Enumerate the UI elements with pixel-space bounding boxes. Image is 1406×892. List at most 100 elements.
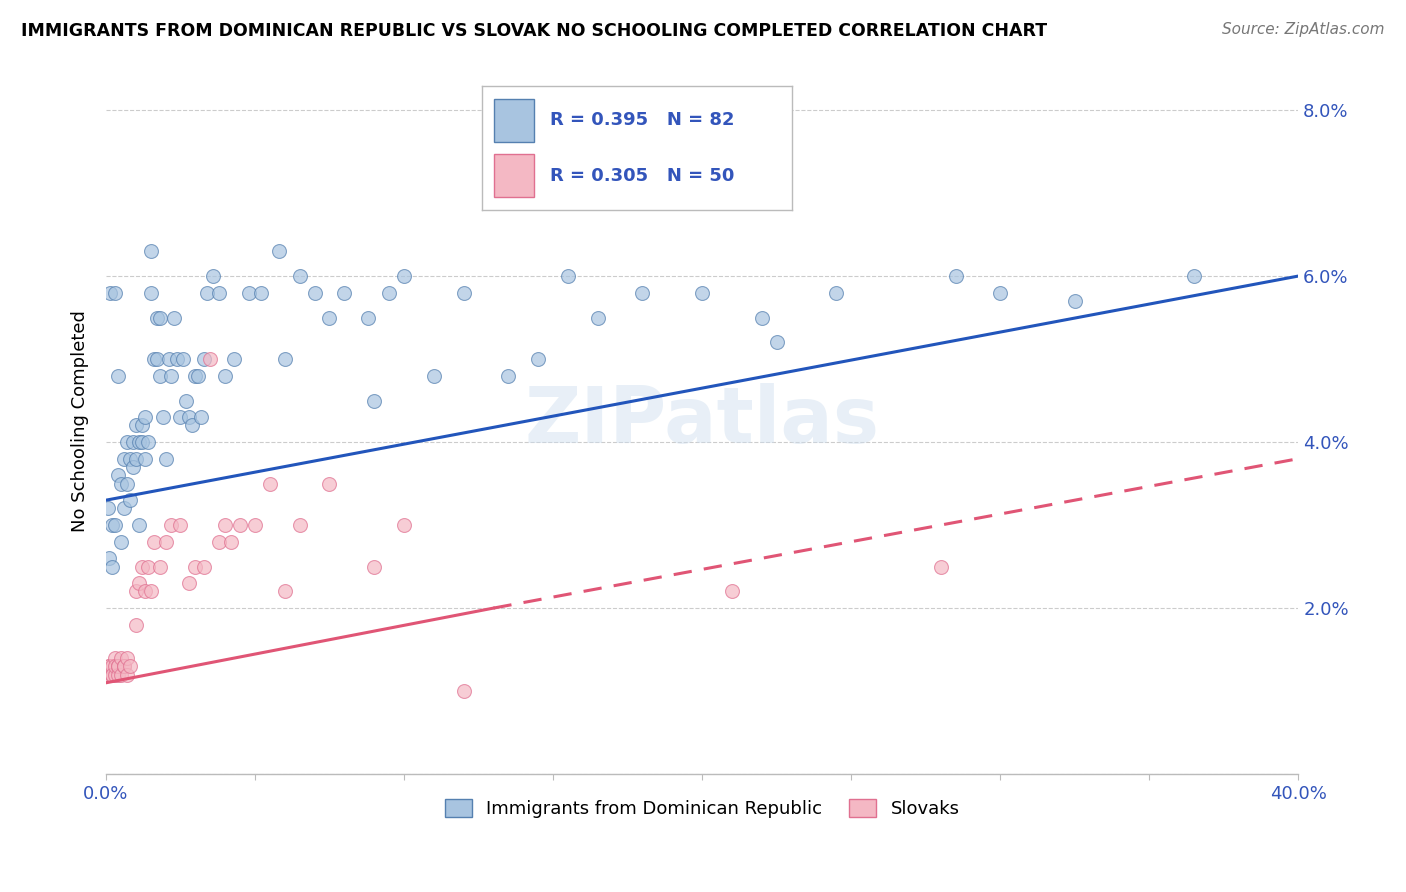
Point (259, 476, 281, 491)
Point (131, 435, 153, 450)
Point (187, 368, 209, 383)
Point (453, 684, 475, 698)
Point (115, 667, 138, 681)
Point (128, 576, 150, 591)
Point (148, 310, 170, 325)
Point (125, 451, 148, 466)
Point (110, 651, 132, 665)
Point (155, 534, 177, 549)
Point (118, 659, 141, 673)
Point (765, 335, 787, 350)
Point (112, 659, 135, 673)
Point (152, 410, 174, 425)
Point (121, 435, 143, 450)
Point (378, 285, 401, 300)
Point (134, 410, 156, 425)
Point (97, 659, 120, 673)
Point (357, 310, 380, 325)
Point (179, 410, 201, 425)
Point (148, 559, 170, 574)
Point (318, 310, 340, 325)
Point (392, 518, 415, 533)
Point (288, 268, 311, 283)
Point (200, 352, 222, 367)
Point (148, 368, 170, 383)
Point (195, 285, 218, 300)
Text: IMMIGRANTS FROM DOMINICAN REPUBLIC VS SLOVAK NO SCHOOLING COMPLETED CORRELATION : IMMIGRANTS FROM DOMINICAN REPUBLIC VS SL… (21, 22, 1047, 40)
Point (107, 667, 129, 681)
Point (631, 285, 654, 300)
Text: ZIPatlas: ZIPatlas (524, 384, 880, 459)
Point (104, 285, 127, 300)
Point (136, 559, 159, 574)
Point (101, 667, 124, 681)
Y-axis label: No Schooling Completed: No Schooling Completed (72, 310, 89, 533)
Point (110, 476, 132, 491)
Point (214, 368, 236, 383)
Point (104, 667, 127, 681)
Point (125, 418, 148, 433)
Point (121, 460, 143, 475)
Point (97, 659, 120, 673)
Point (155, 451, 177, 466)
Point (136, 435, 159, 450)
Point (557, 268, 579, 283)
Legend: Immigrants from Dominican Republic, Slovaks: Immigrants from Dominican Republic, Slov… (437, 791, 967, 825)
Point (112, 659, 135, 673)
Point (274, 352, 297, 367)
Point (101, 518, 124, 533)
Point (1063, 293, 1085, 308)
Point (107, 659, 129, 673)
Point (160, 368, 183, 383)
Text: Source: ZipAtlas.com: Source: ZipAtlas.com (1222, 22, 1385, 37)
Point (392, 268, 415, 283)
Point (157, 352, 180, 367)
Point (250, 285, 273, 300)
Point (104, 651, 127, 665)
Point (193, 559, 215, 574)
Point (134, 451, 156, 466)
Point (193, 352, 215, 367)
Point (721, 584, 744, 599)
Point (184, 559, 207, 574)
Point (115, 435, 138, 450)
Point (118, 493, 141, 508)
Point (219, 534, 242, 549)
Point (139, 285, 162, 300)
Point (112, 501, 135, 516)
Point (107, 468, 129, 483)
Point (751, 310, 773, 325)
Point (145, 310, 167, 325)
Point (125, 617, 148, 632)
Point (423, 368, 446, 383)
Point (176, 393, 198, 408)
Point (274, 584, 297, 599)
Point (142, 352, 165, 367)
Point (110, 667, 132, 681)
Point (110, 534, 132, 549)
Point (333, 285, 356, 300)
Point (97, 501, 120, 516)
Point (128, 518, 150, 533)
Point (243, 518, 266, 533)
Point (131, 559, 153, 574)
Point (104, 659, 127, 673)
Point (142, 534, 165, 549)
Point (363, 393, 385, 408)
Point (97, 551, 120, 566)
Point (107, 368, 129, 383)
Point (184, 368, 207, 383)
Point (97, 667, 120, 681)
Point (202, 268, 225, 283)
Point (222, 352, 245, 367)
Point (115, 476, 138, 491)
Point (128, 435, 150, 450)
Point (101, 559, 124, 574)
Point (125, 584, 148, 599)
Point (363, 559, 385, 574)
Point (101, 659, 124, 673)
Point (169, 518, 191, 533)
Point (318, 476, 340, 491)
Point (267, 244, 290, 259)
Point (229, 518, 252, 533)
